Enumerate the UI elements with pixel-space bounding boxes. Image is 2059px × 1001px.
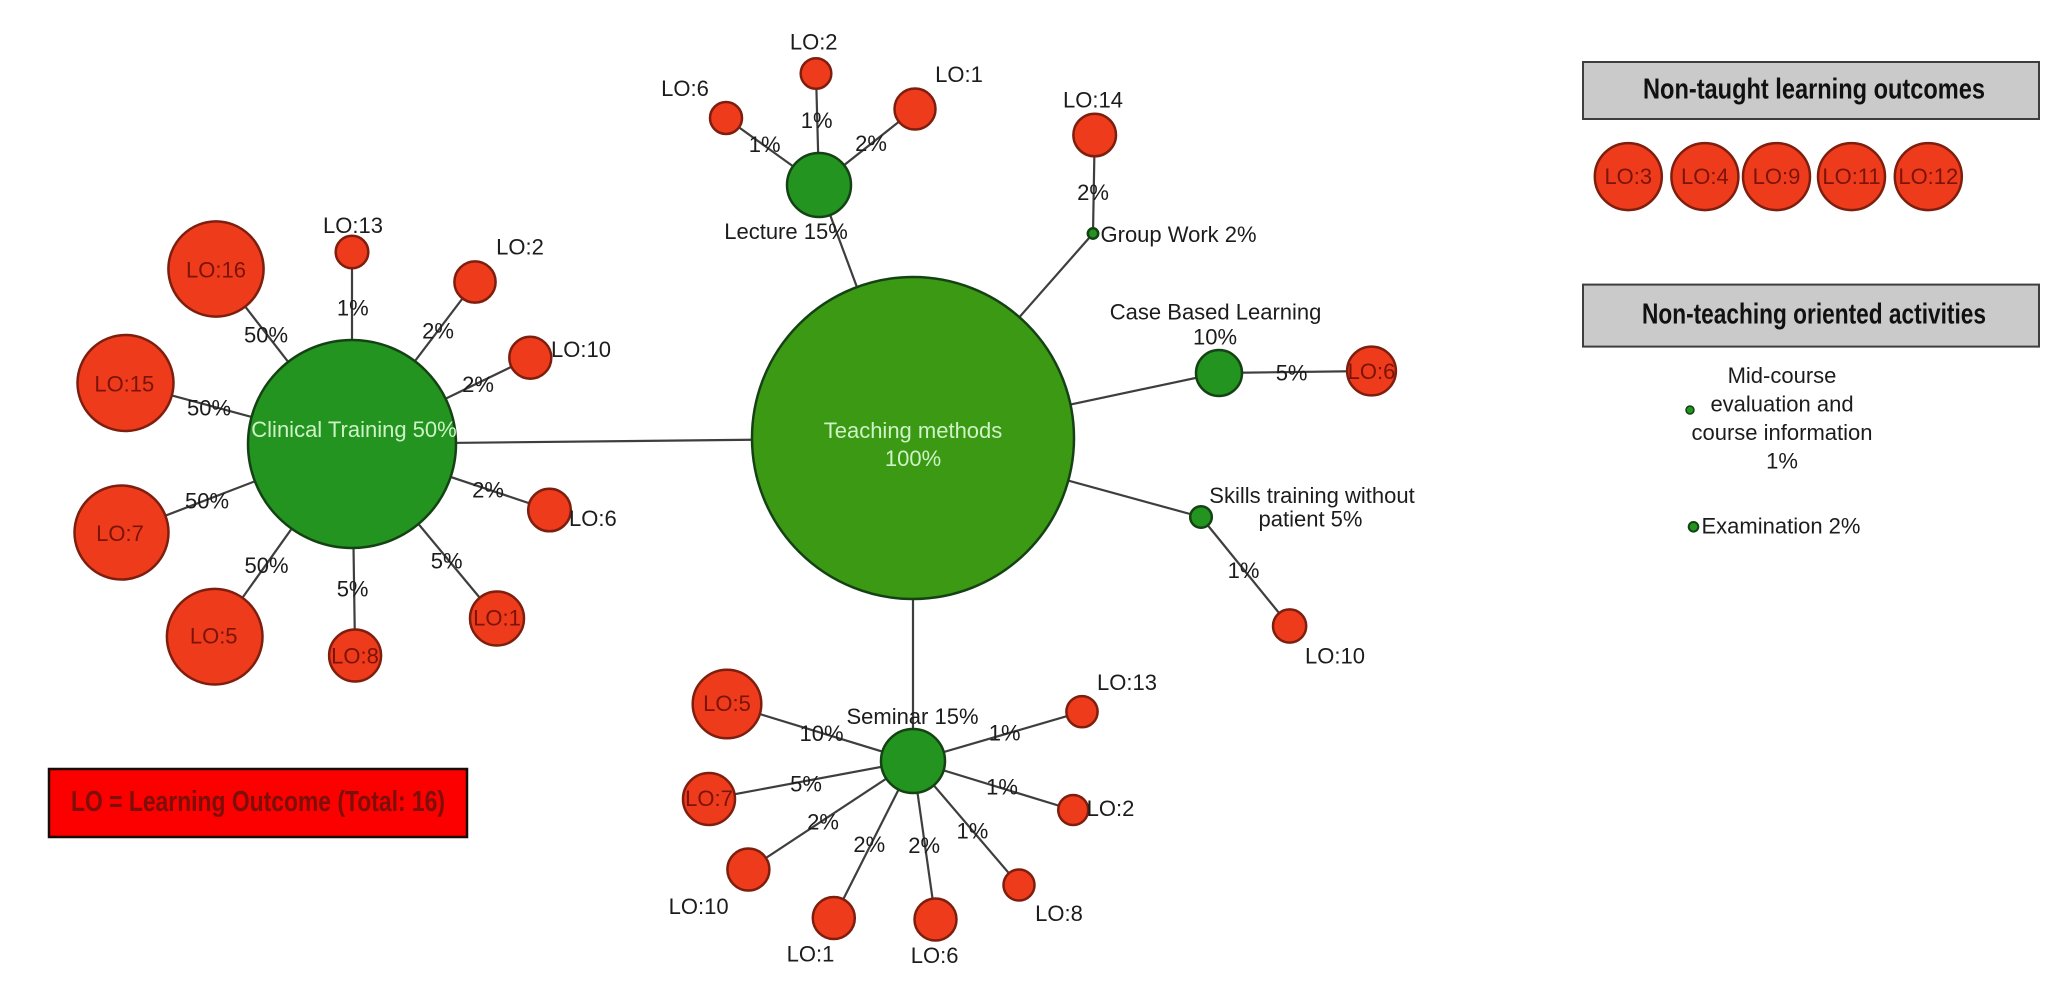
- svg-text:LO:10: LO:10: [1305, 644, 1365, 669]
- svg-text:2%: 2%: [807, 810, 839, 835]
- svg-text:Skills training without: Skills training without: [1209, 483, 1414, 508]
- svg-text:LO:2: LO:2: [496, 235, 544, 260]
- svg-text:50%: 50%: [244, 323, 288, 348]
- svg-text:LO:2: LO:2: [790, 30, 838, 55]
- svg-text:LO:16: LO:16: [186, 258, 246, 283]
- svg-text:LO:10: LO:10: [551, 337, 611, 362]
- svg-text:1%: 1%: [1228, 558, 1260, 583]
- svg-text:1%: 1%: [749, 132, 781, 157]
- svg-text:Clinical Training 50%: Clinical Training 50%: [251, 417, 456, 442]
- svg-text:10%: 10%: [1193, 325, 1237, 350]
- svg-text:LO:3: LO:3: [1604, 164, 1652, 189]
- svg-text:LO:2: LO:2: [1087, 796, 1135, 821]
- svg-text:Seminar 15%: Seminar 15%: [846, 704, 978, 729]
- svg-text:LO:10: LO:10: [669, 894, 729, 919]
- svg-text:1%: 1%: [1766, 449, 1798, 474]
- svg-text:LO = Learning Outcome (Total:: LO = Learning Outcome (Total: 16): [71, 786, 445, 818]
- svg-text:50%: 50%: [187, 396, 231, 421]
- svg-text:5%: 5%: [1276, 361, 1308, 386]
- svg-text:2%: 2%: [1077, 180, 1109, 205]
- svg-text:2%: 2%: [908, 833, 940, 858]
- svg-text:2%: 2%: [855, 131, 887, 156]
- svg-text:1%: 1%: [801, 108, 833, 133]
- svg-text:LO:6: LO:6: [911, 943, 959, 968]
- svg-text:LO:5: LO:5: [190, 624, 238, 649]
- svg-text:1%: 1%: [337, 296, 369, 321]
- svg-text:LO:7: LO:7: [96, 521, 144, 546]
- svg-text:Non-taught learning outcomes: Non-taught learning outcomes: [1643, 74, 1985, 106]
- svg-text:5%: 5%: [790, 772, 822, 797]
- svg-text:Examination 2%: Examination 2%: [1702, 514, 1861, 539]
- svg-text:LO:15: LO:15: [94, 372, 154, 397]
- svg-text:LO:6: LO:6: [1348, 359, 1396, 384]
- svg-text:LO:1: LO:1: [473, 606, 521, 631]
- svg-text:50%: 50%: [244, 553, 288, 578]
- svg-text:LO:13: LO:13: [323, 213, 383, 238]
- svg-text:Lecture 15%: Lecture 15%: [724, 219, 848, 244]
- svg-text:LO:7: LO:7: [685, 786, 733, 811]
- svg-text:Group Work 2%: Group Work 2%: [1101, 222, 1257, 247]
- svg-text:LO:14: LO:14: [1063, 88, 1123, 113]
- svg-text:Non-teaching oriented activiti: Non-teaching oriented activities: [1642, 299, 1986, 331]
- svg-text:100%: 100%: [885, 446, 941, 471]
- svg-text:LO:13: LO:13: [1097, 670, 1157, 695]
- svg-text:course information: course information: [1692, 420, 1873, 445]
- svg-text:1%: 1%: [989, 721, 1021, 746]
- svg-text:patient 5%: patient 5%: [1259, 507, 1363, 532]
- svg-text:LO:8: LO:8: [331, 644, 379, 669]
- svg-text:2%: 2%: [422, 319, 454, 344]
- svg-text:10%: 10%: [799, 721, 843, 746]
- svg-text:LO:8: LO:8: [1035, 901, 1083, 926]
- svg-text:LO:6: LO:6: [569, 506, 617, 531]
- svg-text:Case Based Learning: Case Based Learning: [1110, 300, 1322, 325]
- svg-text:1%: 1%: [957, 819, 989, 844]
- svg-text:evaluation and: evaluation and: [1710, 392, 1853, 417]
- svg-text:50%: 50%: [185, 489, 229, 514]
- svg-text:5%: 5%: [337, 577, 369, 602]
- svg-text:2%: 2%: [853, 832, 885, 857]
- svg-text:LO:4: LO:4: [1681, 164, 1729, 189]
- svg-text:2%: 2%: [472, 478, 504, 503]
- svg-text:5%: 5%: [431, 549, 463, 574]
- svg-text:LO:11: LO:11: [1822, 164, 1880, 189]
- svg-text:LO:6: LO:6: [661, 76, 709, 101]
- svg-text:LO:9: LO:9: [1753, 164, 1801, 189]
- svg-text:LO:12: LO:12: [1898, 164, 1958, 189]
- svg-text:2%: 2%: [462, 372, 494, 397]
- svg-text:Mid-course: Mid-course: [1728, 363, 1837, 388]
- svg-text:Teaching methods: Teaching methods: [824, 418, 1003, 443]
- svg-text:LO:5: LO:5: [703, 691, 751, 716]
- svg-text:LO:1: LO:1: [935, 62, 983, 87]
- svg-text:LO:1: LO:1: [787, 942, 835, 967]
- svg-text:1%: 1%: [986, 775, 1018, 800]
